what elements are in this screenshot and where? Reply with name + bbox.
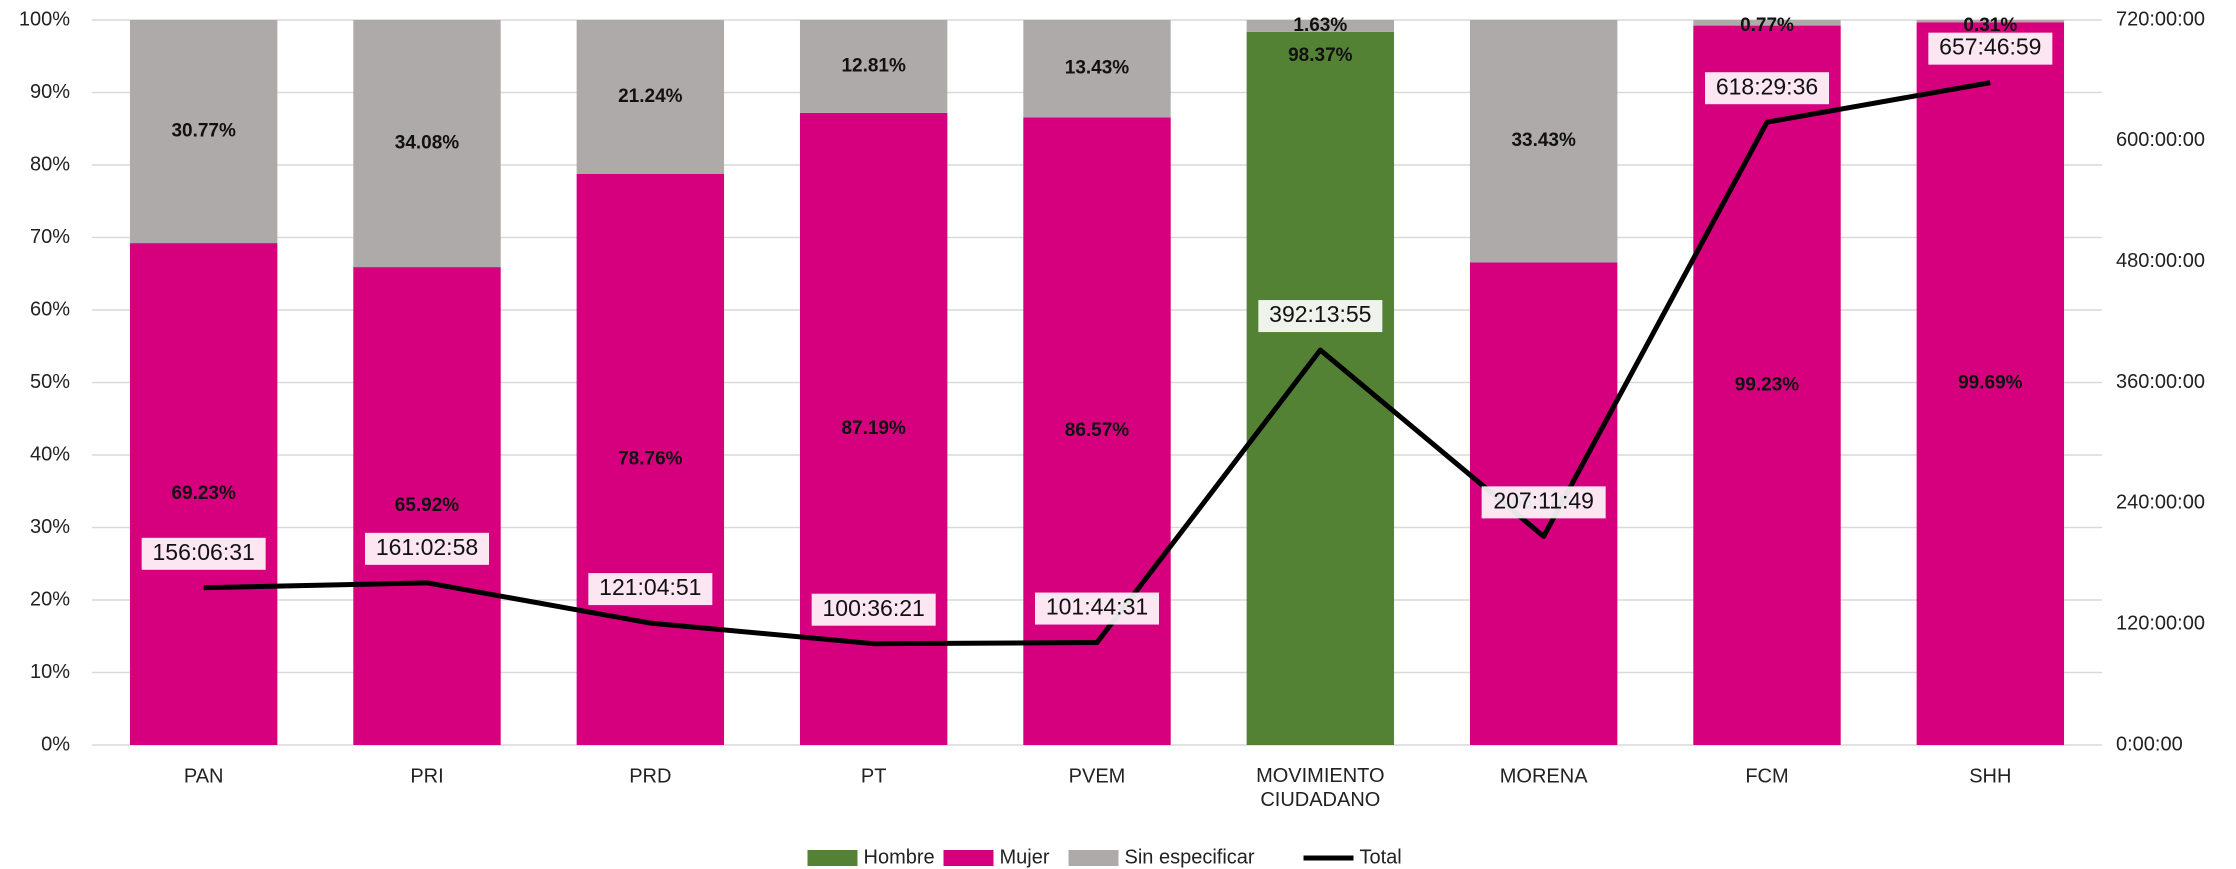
y2-tick-label: 120:00:00 — [2116, 612, 2205, 634]
y-tick-label: 10% — [30, 661, 70, 683]
line-label-box — [141, 537, 266, 570]
data-label: 78.76% — [618, 449, 683, 470]
line-label: 161:02:58 — [376, 534, 478, 560]
y2-tick-label: 600:00:00 — [2116, 129, 2205, 151]
x-tick-label: MOVIMIENTO CIUDADANO — [1256, 765, 1385, 811]
line-label-box — [811, 593, 936, 626]
data-label: 98.37% — [1288, 45, 1353, 66]
line-label: 101:44:31 — [1046, 594, 1148, 620]
x-tick-label: PRD — [629, 765, 671, 787]
data-label: 99.23% — [1735, 374, 1800, 395]
bar-segment — [1693, 20, 1841, 26]
line-label-box — [1258, 300, 1383, 333]
bar-segment — [1246, 20, 1395, 32]
bar-segment — [1916, 22, 2065, 746]
x-tick-label: MORENA — [1500, 765, 1588, 787]
bar-segment — [1693, 25, 1841, 745]
line-label-box — [1035, 592, 1159, 625]
data-label: 86.57% — [1065, 420, 1130, 441]
line-series — [203, 80, 1991, 647]
x-tick-label: SHH — [1969, 765, 2011, 787]
line-label: 207:11:49 — [1493, 487, 1594, 513]
line-label: 657:46:59 — [1939, 34, 2041, 60]
y-tick-label: 0% — [41, 733, 70, 755]
bar-segment — [129, 20, 278, 244]
y-tick-label: 90% — [30, 81, 70, 103]
y2-tick-label: 480:00:00 — [2116, 250, 2205, 272]
data-label: 1.63% — [1293, 15, 1347, 36]
y-tick-label: 60% — [30, 298, 70, 320]
y2-tick-label: 240:00:00 — [2116, 492, 2205, 514]
bar-segment — [129, 243, 278, 745]
y-tick-label: 80% — [30, 153, 70, 175]
data-label: 99.69% — [1958, 373, 2023, 394]
bar-segment — [1469, 20, 1618, 263]
y-tick-label: 100% — [19, 8, 70, 30]
legend-label: Sin especificar — [1125, 846, 1255, 868]
data-label: 0.31% — [1963, 15, 2017, 36]
data-label: 69.23% — [171, 483, 236, 504]
x-tick-label-line: MOVIMIENTO — [1256, 765, 1385, 787]
data-label: 30.77% — [171, 121, 236, 142]
data-label: 12.81% — [841, 55, 906, 76]
line-label: 618:29:36 — [1716, 73, 1818, 99]
data-label: 0.77% — [1740, 15, 1794, 36]
y-tick-label: 50% — [30, 371, 70, 393]
line-label-box — [588, 573, 713, 606]
line-label: 156:06:31 — [153, 539, 255, 565]
line-label: 392:13:55 — [1269, 301, 1371, 327]
line-label-box — [1928, 32, 2053, 65]
legend-swatch — [1068, 850, 1119, 866]
data-label: 65.92% — [395, 495, 460, 516]
legend-label: Total — [1360, 846, 1402, 868]
x-tick-label: PAN — [184, 765, 224, 787]
legend-label: Mujer — [1000, 846, 1050, 868]
bar-segment — [1916, 20, 2065, 23]
legend-swatch — [943, 850, 994, 866]
line-label: 121:04:51 — [599, 574, 701, 600]
bar-segment — [1246, 31, 1395, 745]
y2-tick-label: 360:00:00 — [2116, 371, 2205, 393]
x-tick-label: PVEM — [1069, 765, 1126, 787]
data-label: 87.19% — [841, 418, 906, 439]
legend-label: Hombre — [864, 846, 935, 868]
data-label: 33.43% — [1511, 130, 1576, 151]
data-label: 21.24% — [618, 86, 683, 107]
bar-segment — [1023, 20, 1171, 118]
x-tick-label: PRI — [410, 765, 443, 787]
bar-segment — [353, 267, 501, 745]
line-label: 100:36:21 — [823, 595, 925, 621]
y2-tick-label: 0:00:00 — [2116, 733, 2183, 755]
y2-tick-label: 720:00:00 — [2116, 8, 2205, 30]
data-label: 13.43% — [1065, 58, 1130, 79]
data-label: 34.08% — [395, 133, 460, 154]
legend-swatch — [807, 850, 858, 866]
y-tick-label: 70% — [30, 226, 70, 248]
y-tick-label: 30% — [30, 516, 70, 538]
bar-segment — [799, 20, 948, 113]
x-tick-label: FCM — [1745, 765, 1788, 787]
y-tick-label: 20% — [30, 588, 70, 610]
line-label-box — [1481, 486, 1606, 519]
x-tick-label: PT — [861, 765, 887, 787]
bar-segment — [576, 20, 725, 174]
y-tick-label: 40% — [30, 443, 70, 465]
bar-segment — [353, 20, 501, 268]
line-label-box — [1705, 72, 1829, 105]
x-tick-label-line: CIUDADANO — [1260, 789, 1380, 811]
bar-segment — [576, 173, 725, 746]
line-label-box — [365, 532, 489, 565]
